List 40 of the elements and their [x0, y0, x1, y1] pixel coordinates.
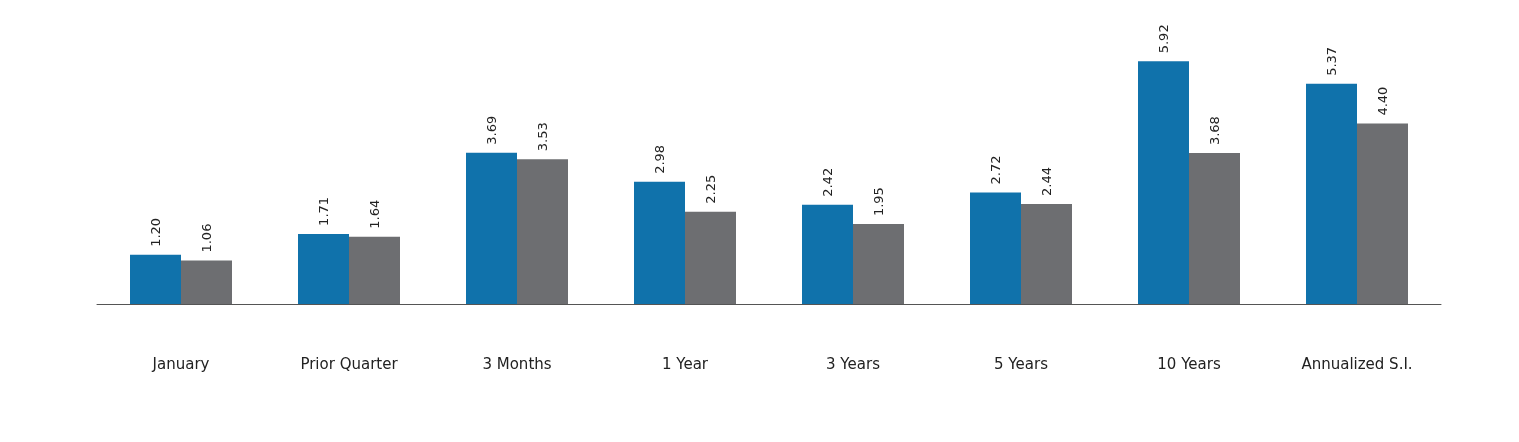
- data-label: 1.95: [871, 187, 886, 217]
- bar: [466, 152, 517, 304]
- data-label: 2.42: [820, 167, 835, 197]
- data-label: 2.25: [703, 174, 718, 204]
- x-tick-label: January: [151, 354, 210, 373]
- data-label: 3.69: [484, 115, 499, 145]
- bar: [130, 254, 181, 304]
- bar: [970, 192, 1021, 304]
- bar: [634, 181, 685, 304]
- data-label: 1.06: [199, 223, 214, 253]
- bar: [1357, 123, 1408, 304]
- bar: [298, 233, 349, 304]
- data-label: 3.68: [1207, 116, 1222, 146]
- x-tick-label: 3 Months: [482, 354, 552, 373]
- data-label: 5.92: [1156, 24, 1171, 54]
- data-label: 1.71: [316, 196, 331, 226]
- data-label: 1.64: [367, 199, 382, 229]
- x-tick-label: Prior Quarter: [300, 354, 399, 373]
- bar: [1138, 61, 1189, 304]
- bar: [802, 204, 853, 304]
- x-tick-label: 3 Years: [826, 354, 881, 373]
- bar: [1306, 83, 1357, 304]
- x-tick-label: 1 Year: [661, 354, 709, 373]
- bar: [685, 211, 736, 304]
- data-label: 1.20: [148, 217, 163, 247]
- data-label: 2.44: [1039, 167, 1054, 196]
- bar: [349, 236, 400, 304]
- bar: [853, 224, 904, 304]
- bar: [181, 260, 232, 304]
- data-label: 2.98: [652, 144, 667, 174]
- x-tick-label: Annualized S.I.: [1301, 354, 1413, 373]
- data-label: 3.53: [535, 122, 550, 152]
- bar: [517, 159, 568, 304]
- data-label: 4.40: [1375, 86, 1390, 116]
- data-label: 5.37: [1324, 46, 1339, 76]
- bar: [1021, 203, 1072, 304]
- x-tick-label: 5 Years: [994, 354, 1049, 373]
- data-label: 2.72: [988, 155, 1003, 185]
- x-tick-label: 10 Years: [1157, 354, 1221, 373]
- bar: [1189, 153, 1240, 304]
